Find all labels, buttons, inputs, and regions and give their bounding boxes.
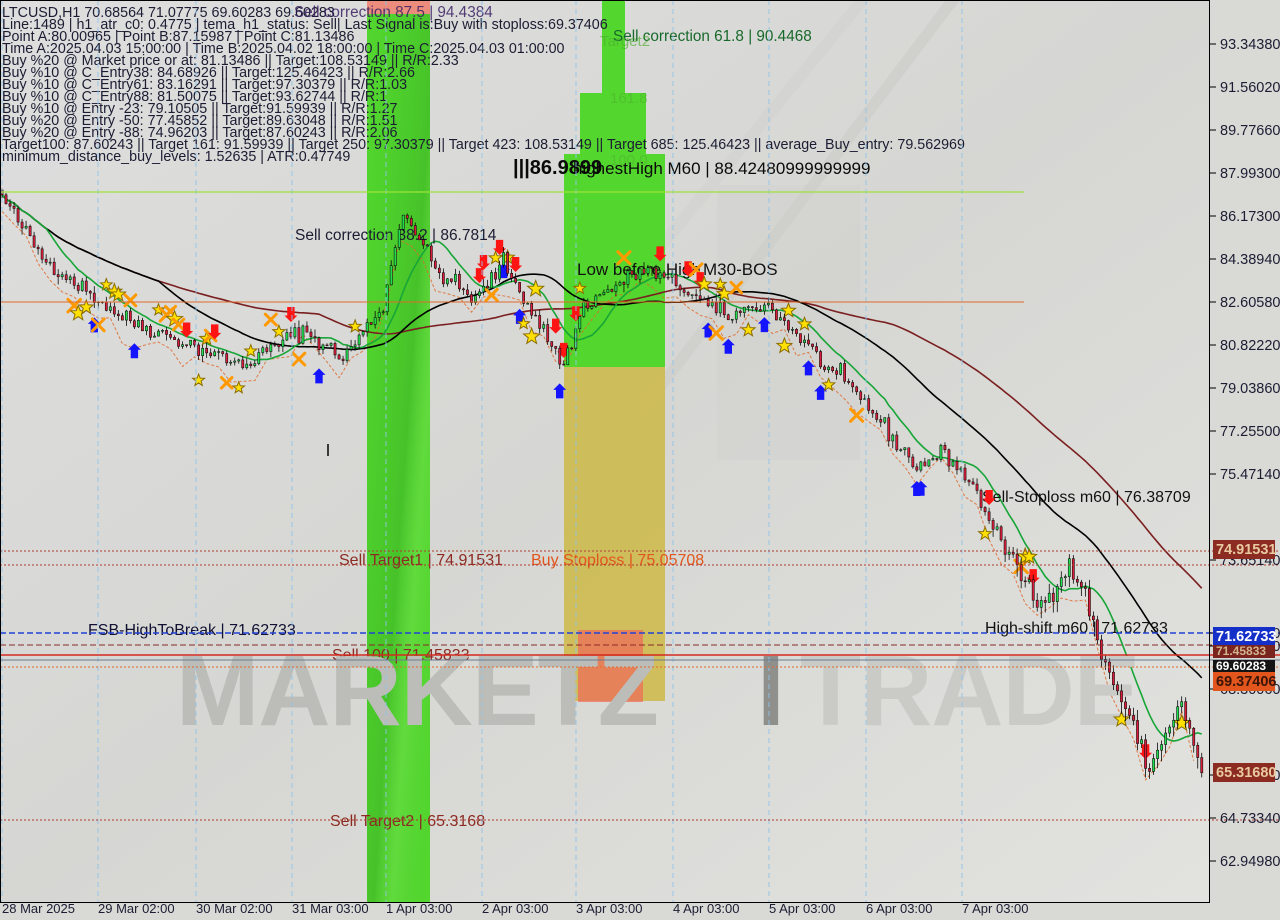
svg-text:2 Apr 03:00: 2 Apr 03:00 xyxy=(482,901,549,916)
svg-text:4 Apr 03:00: 4 Apr 03:00 xyxy=(673,901,740,916)
svg-text:87.99300: 87.99300 xyxy=(1220,166,1280,182)
svg-text:69.37406: 69.37406 xyxy=(1216,674,1276,690)
svg-text:93.34380: 93.34380 xyxy=(1220,37,1280,53)
svg-text:84.38940: 84.38940 xyxy=(1220,252,1280,268)
svg-text:TRADE: TRADE xyxy=(800,635,1139,747)
svg-text:M30-BOS: M30-BOS xyxy=(703,260,778,279)
svg-text:31 Mar 03:00: 31 Mar 03:00 xyxy=(292,901,369,916)
svg-text:6 Apr 03:00: 6 Apr 03:00 xyxy=(866,901,933,916)
svg-text:I: I xyxy=(757,635,785,747)
svg-text:MARKETZ: MARKETZ xyxy=(176,635,658,747)
svg-text:3 Apr 03:00: 3 Apr 03:00 xyxy=(576,901,643,916)
svg-text:64.73340: 64.73340 xyxy=(1220,811,1280,827)
svg-text:62.94980: 62.94980 xyxy=(1220,854,1280,870)
svg-text:Buy Stoploss | 75.05708: Buy Stoploss | 75.05708 xyxy=(531,552,704,569)
svg-text:5 Apr 03:00: 5 Apr 03:00 xyxy=(769,901,836,916)
svg-text:86.17300: 86.17300 xyxy=(1220,209,1280,225)
svg-text:75.47140: 75.47140 xyxy=(1220,467,1280,483)
svg-text:1 Apr 03:00: 1 Apr 03:00 xyxy=(386,901,453,916)
svg-text:71.45833: 71.45833 xyxy=(1216,644,1266,658)
svg-text:80.82220: 80.82220 xyxy=(1220,338,1280,354)
svg-text:100.0: 100.0 xyxy=(610,152,648,169)
svg-text:Sell-Stoploss m60 | 76.38709: Sell-Stoploss m60 | 76.38709 xyxy=(982,489,1191,506)
svg-text:Target2: Target2 xyxy=(600,33,650,50)
svg-text:Sell Target2 | 65.3168: Sell Target2 | 65.3168 xyxy=(330,813,485,830)
svg-text:77.25500: 77.25500 xyxy=(1220,424,1280,440)
svg-text:69.60283: 69.60283 xyxy=(1216,659,1266,673)
svg-text:91.56020: 91.56020 xyxy=(1220,80,1280,96)
svg-text:74.91531: 74.91531 xyxy=(1216,542,1276,558)
svg-text:Sell correction 87.5 | 94.4384: Sell correction 87.5 | 94.4384 xyxy=(294,4,493,21)
svg-text:Sell Target1 | 74.91531: Sell Target1 | 74.91531 xyxy=(339,552,503,569)
svg-text:minimum_distance_buy_levels: 1: minimum_distance_buy_levels: 1.52635 | A… xyxy=(2,149,350,165)
svg-text:29 Mar 02:00: 29 Mar 02:00 xyxy=(98,901,175,916)
svg-text:82.60580: 82.60580 xyxy=(1220,295,1280,311)
svg-text:30 Mar 02:00: 30 Mar 02:00 xyxy=(196,901,273,916)
svg-text:28 Mar 2025: 28 Mar 2025 xyxy=(2,901,75,916)
svg-text:7 Apr 03:00: 7 Apr 03:00 xyxy=(962,901,1029,916)
svg-text:71.62733: 71.62733 xyxy=(1216,629,1276,645)
svg-text:65.31680: 65.31680 xyxy=(1216,765,1276,781)
svg-text:89.77660: 89.77660 xyxy=(1220,123,1280,139)
svg-text:Sell correction 38.2 | 86.7814: Sell correction 38.2 | 86.7814 xyxy=(295,227,497,244)
svg-text:161.8: 161.8 xyxy=(610,90,648,107)
svg-text:79.03860: 79.03860 xyxy=(1220,381,1280,397)
